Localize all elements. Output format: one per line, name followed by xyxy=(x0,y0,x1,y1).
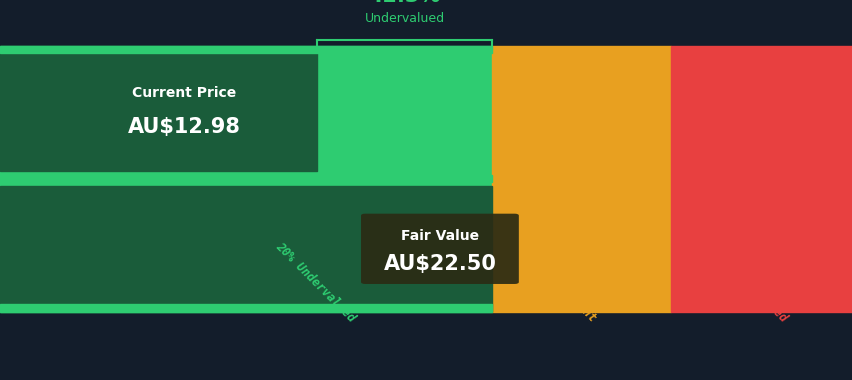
Text: 20% Overvalued: 20% Overvalued xyxy=(709,245,788,325)
Text: 42.3%: 42.3% xyxy=(368,0,440,6)
Text: Undervalued: Undervalued xyxy=(365,12,444,25)
Bar xyxy=(0,304,492,312)
Text: AU$12.98: AU$12.98 xyxy=(128,117,240,138)
Bar xyxy=(0,186,492,312)
Bar xyxy=(671,46,852,312)
Text: Fair Value: Fair Value xyxy=(400,228,479,242)
Text: About Right: About Right xyxy=(534,260,599,325)
Bar xyxy=(0,46,317,171)
Bar xyxy=(492,46,671,312)
Text: Current Price: Current Price xyxy=(132,86,236,100)
Bar xyxy=(0,46,492,53)
Bar xyxy=(0,46,492,312)
Text: AU$22.50: AU$22.50 xyxy=(383,254,496,274)
Text: 20% Undervalued: 20% Undervalued xyxy=(273,240,358,325)
FancyBboxPatch shape xyxy=(360,214,518,284)
Bar xyxy=(0,175,492,182)
